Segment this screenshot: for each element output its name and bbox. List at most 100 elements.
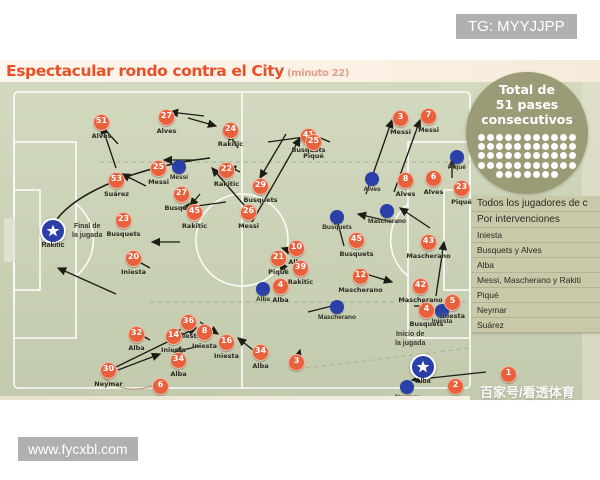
pass-dot bbox=[505, 161, 513, 169]
dashed-guides bbox=[100, 161, 471, 371]
pass-dot bbox=[523, 143, 531, 151]
player-position-dot: Messi bbox=[170, 160, 188, 181]
pass-node: 45 Rakitic bbox=[182, 204, 207, 230]
player-name-label: Piqué bbox=[448, 164, 466, 171]
pass-number: 45 bbox=[188, 206, 201, 215]
pass-dot bbox=[514, 143, 522, 151]
start-of-play-player: Alba bbox=[415, 378, 431, 385]
pass-node: 8 Alves bbox=[396, 172, 415, 198]
pass-number: 8 bbox=[201, 326, 208, 335]
star-icon bbox=[416, 360, 430, 373]
player-name-label: Suárez bbox=[103, 190, 130, 198]
player-name-label: Mascherano bbox=[318, 314, 356, 321]
pass-number: 25 bbox=[307, 136, 320, 145]
pass-dot bbox=[477, 143, 485, 151]
player-name-label: Alba bbox=[252, 362, 269, 370]
pass-dot bbox=[495, 161, 503, 169]
pass-node: 22 Rakitic bbox=[214, 162, 239, 188]
pass-number: 43 bbox=[422, 236, 435, 245]
pass-dot bbox=[486, 143, 494, 151]
title-minute: (minuto 22) bbox=[287, 68, 349, 79]
pass-node: 34 Alba bbox=[170, 352, 187, 378]
pass-dot bbox=[551, 143, 559, 151]
pass-dot bbox=[477, 161, 485, 169]
pass-dot bbox=[541, 134, 549, 141]
pass-node: 32 Alba bbox=[128, 326, 145, 352]
player-position-dot: Alba bbox=[256, 282, 270, 303]
pass-dot bbox=[569, 143, 577, 151]
legend-panel: Todos los jugadores de c Por intervencio… bbox=[472, 196, 600, 333]
pass-node: 25 Messi bbox=[148, 160, 169, 186]
pass-number: 4 bbox=[277, 280, 284, 289]
pass-node: 34 Alba bbox=[252, 344, 269, 370]
pass-dot bbox=[532, 152, 540, 160]
pass-node: 21 Piqué bbox=[268, 250, 289, 276]
pass-dot bbox=[569, 134, 577, 141]
legend-item: Busquets y Alves bbox=[472, 243, 600, 258]
url-watermark: www.fycxbl.com bbox=[18, 437, 138, 461]
player-name-label: Alba bbox=[170, 370, 187, 378]
pass-number: 53 bbox=[110, 174, 123, 183]
player-name-label: Alves bbox=[395, 190, 416, 198]
pass-node: 20 Iniesta bbox=[121, 250, 146, 276]
pass-node: 45 Busquets bbox=[339, 232, 374, 258]
cn-watermark: 百家号/看透体育 bbox=[480, 385, 575, 400]
start-label-line1: Inicio de bbox=[395, 331, 425, 338]
player-name-label: Iniesta bbox=[160, 346, 187, 354]
player-name-label: Mascherano bbox=[368, 218, 406, 225]
end-label-line2: la jugada bbox=[72, 232, 103, 239]
pass-node: 14 Iniesta bbox=[161, 328, 186, 354]
pass-count-dot-grid bbox=[476, 134, 578, 178]
pass-number: 7 bbox=[425, 110, 432, 119]
pass-node: 6 bbox=[152, 378, 169, 395]
player-name-label: Busquets bbox=[243, 196, 278, 204]
pass-number: 27 bbox=[160, 111, 173, 120]
player-position-dot: Busquets bbox=[322, 210, 352, 231]
pass-number: 25 bbox=[152, 162, 165, 171]
pass-dot bbox=[486, 152, 494, 160]
page-title: Espectacular rondo contra el City (minuto… bbox=[6, 60, 349, 82]
pass-node: 3 bbox=[288, 354, 305, 371]
badge-line3: consecutivos bbox=[481, 112, 573, 127]
pass-number: 42 bbox=[414, 280, 427, 289]
total-passes-badge: Total de 51 pases consecutivos bbox=[466, 72, 588, 194]
player-name-label: Busquets bbox=[322, 224, 352, 231]
pass-dot bbox=[505, 152, 513, 160]
pass-dot bbox=[523, 170, 531, 178]
player-name-label: Messi bbox=[169, 174, 189, 181]
legend-item: Piqué bbox=[472, 288, 600, 303]
pass-node: 23 Piqué bbox=[451, 180, 472, 206]
player-name-label: Rakitic bbox=[181, 222, 208, 230]
pass-number: 4 bbox=[423, 304, 430, 313]
player-position-dot: Mascherano bbox=[318, 300, 356, 321]
pass-node: 39 Rakitic bbox=[288, 260, 313, 286]
pass-dot bbox=[541, 161, 549, 169]
pass-number: 27 bbox=[175, 188, 188, 197]
pass-dot bbox=[532, 143, 540, 151]
pass-number: 3 bbox=[397, 112, 404, 121]
pass-number: 10 bbox=[290, 242, 303, 251]
player-name-label: Piqué bbox=[303, 152, 324, 160]
pass-node: 42 Mascherano bbox=[398, 278, 443, 304]
player-name-label: Messi bbox=[418, 126, 439, 134]
pass-dot bbox=[551, 170, 559, 178]
pass-number: 6 bbox=[430, 172, 437, 181]
pass-dot bbox=[569, 152, 577, 160]
title-bar bbox=[0, 60, 600, 82]
pass-node: 23 Busquets bbox=[106, 212, 141, 238]
pass-node: 5 Iniesta bbox=[440, 294, 465, 320]
pass-dot bbox=[505, 143, 513, 151]
pass-dot bbox=[551, 161, 559, 169]
pass-dot bbox=[514, 152, 522, 160]
pass-number: 34 bbox=[254, 346, 267, 355]
player-name-label: Iniesta bbox=[191, 342, 218, 350]
pass-number: 1 bbox=[505, 368, 512, 377]
legend-item: Iniesta bbox=[472, 228, 600, 243]
player-name-label: Alba bbox=[272, 296, 289, 304]
legend-item-list: Iniesta Busquets y Alves Alba Messi, Masche… bbox=[472, 228, 600, 333]
pass-dot bbox=[541, 152, 549, 160]
pass-number: 39 bbox=[294, 262, 307, 271]
player-position-dot: Neymar bbox=[395, 380, 419, 400]
pass-dot bbox=[495, 170, 503, 178]
end-of-play-player: Rakitic bbox=[41, 242, 65, 249]
